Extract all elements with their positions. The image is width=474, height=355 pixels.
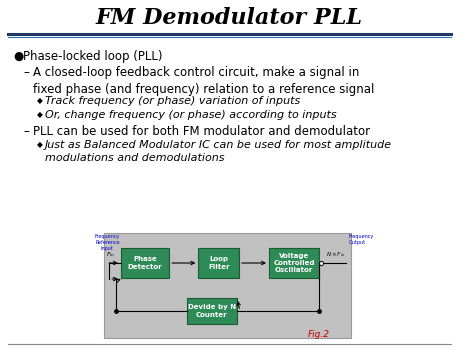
Text: Voltage
Controlled
Oscillator: Voltage Controlled Oscillator [273,253,315,273]
FancyBboxPatch shape [269,248,319,278]
Text: –: – [23,125,29,138]
Text: Or, change frequency (or phase) according to inputs: Or, change frequency (or phase) accordin… [45,110,336,120]
Text: Loop
Filter: Loop Filter [208,256,229,270]
Text: Fig.2: Fig.2 [308,330,329,339]
Text: Phase
Detector: Phase Detector [128,256,163,270]
Text: ◆: ◆ [37,110,43,119]
Text: Frequency
Output: Frequency Output [348,234,374,245]
Text: Track frequency (or phase) variation of inputs: Track frequency (or phase) variation of … [45,96,300,106]
Text: Devide by N
Counter: Devide by N Counter [188,304,236,318]
Text: Just as Balanced Modulator IC can be used for most amplitude
modulations and dem: Just as Balanced Modulator IC can be use… [45,140,392,163]
Text: ◆: ◆ [37,96,43,105]
Text: Phase-locked loop (PLL): Phase-locked loop (PLL) [23,50,163,63]
Text: A closed-loop feedback control circuit, make a signal in
fixed phase (and freque: A closed-loop feedback control circuit, … [33,66,374,95]
Text: Frequency
Reference
Input: Frequency Reference Input [95,234,120,251]
Text: $N \times F_{in}$: $N \times F_{in}$ [326,251,346,260]
Text: –: – [23,66,29,79]
Text: ●: ● [14,50,24,63]
Text: PLL can be used for both FM modulator and demodulator: PLL can be used for both FM modulator an… [33,125,370,138]
FancyBboxPatch shape [187,298,237,324]
Text: ◆: ◆ [37,140,43,149]
Text: $F_{in}$: $F_{in}$ [107,251,116,260]
FancyBboxPatch shape [104,233,351,338]
Text: FM Demodulator PLL: FM Demodulator PLL [96,7,363,29]
FancyBboxPatch shape [121,248,169,278]
FancyBboxPatch shape [198,248,239,278]
